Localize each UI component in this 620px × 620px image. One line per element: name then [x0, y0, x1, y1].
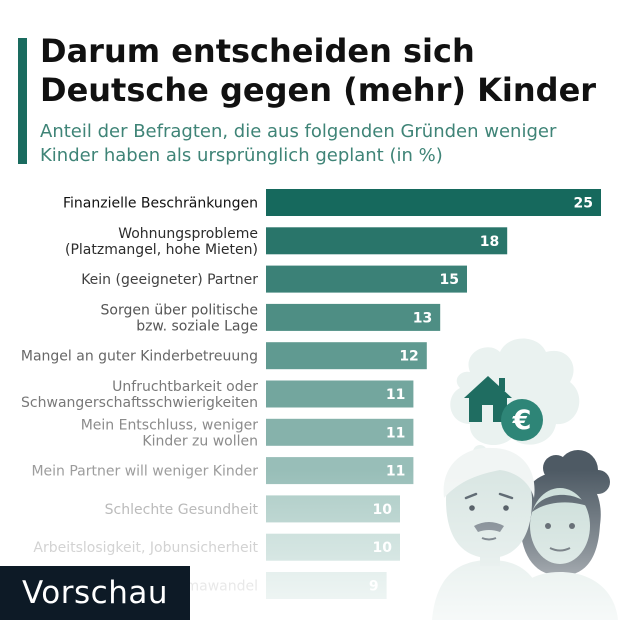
category-label-3: Kein (geeigneter) Partner — [81, 272, 258, 288]
category-label-2: Wohnungsprobleme (Platzmangel, hohe Miete… — [65, 226, 258, 258]
bar-3 — [266, 265, 467, 293]
category-label-line: Kinder zu wollen — [142, 433, 258, 449]
svg-text:€: € — [512, 405, 532, 436]
chart-subtitle: Anteil der Befragten, die aus folgenden … — [40, 120, 610, 168]
preview-badge: Vorschau — [0, 566, 190, 620]
bar-value-label-4: 13 — [413, 310, 432, 326]
category-label-9: Schlechte Gesundheit — [105, 502, 259, 518]
category-label-5: Mangel an guter Kinderbetreuung — [21, 349, 258, 365]
category-label-line: Kein (geeigneter) Partner — [81, 272, 258, 288]
category-label-8: Mein Partner will weniger Kinder — [31, 464, 258, 480]
bar-7 — [266, 418, 414, 446]
chart-subtitle-line-2: Kinder haben als ursprünglich geplant (i… — [40, 145, 443, 166]
title-accent-bar — [18, 38, 27, 164]
category-label-line: Sorgen über politische — [101, 302, 258, 318]
category-label-line: Mein Entschluss, weniger — [81, 417, 259, 433]
category-label-line: bzw. soziale Lage — [136, 318, 258, 334]
chart-subtitle-line-1: Anteil der Befragten, die aus folgenden … — [40, 121, 557, 142]
category-label-line: Mangel an guter Kinderbetreuung — [21, 349, 258, 365]
bar-value-label-1: 25 — [574, 196, 593, 212]
chart-title-line-2: Deutsche gegen (mehr) Kinder — [40, 71, 597, 109]
chart-title: Darum entscheiden sich Deutsche gegen (m… — [40, 32, 600, 110]
bar-value-label-8: 11 — [386, 464, 405, 480]
bar-6 — [266, 380, 414, 408]
bar-value-label-5: 12 — [399, 349, 418, 365]
bar-value-label-10: 10 — [373, 540, 393, 556]
category-label-line: (Platzmangel, hohe Mieten) — [65, 242, 258, 258]
category-label-line: Mein Partner will weniger Kinder — [31, 464, 258, 480]
category-label-line: Wohnungsprobleme — [118, 226, 258, 242]
bar-value-label-9: 10 — [373, 502, 393, 518]
bar-value-label-6: 11 — [386, 387, 405, 403]
bar-2 — [266, 227, 508, 255]
bar-5 — [266, 342, 427, 370]
euro-coin-icon: € — [501, 399, 543, 441]
category-label-1: Finanzielle Beschränkungen — [63, 196, 258, 212]
house-icon — [464, 376, 512, 422]
chart-title-line-1: Darum entscheiden sich — [40, 32, 475, 70]
category-label-7: Mein Entschluss, weniger Kinder zu wollen — [81, 417, 259, 449]
bar-value-label-3: 15 — [440, 272, 459, 288]
category-label-line: Arbeitslosigkeit, Jobunsicherheit — [33, 540, 258, 556]
bar-4 — [266, 303, 441, 331]
category-label-4: Sorgen über politische bzw. soziale Lage — [101, 302, 258, 334]
category-label-line: Schwangerschaftsschwierigkeiten — [21, 395, 258, 411]
couple-illustration: € — [432, 338, 618, 620]
bar-value-label-7: 11 — [386, 425, 405, 441]
category-label-line: Unfruchtbarkeit oder — [112, 379, 258, 395]
category-label-6: Unfruchtbarkeit oder Schwangerschaftsschw… — [21, 379, 258, 411]
category-label-line: Finanzielle Beschränkungen — [63, 196, 258, 212]
category-label-line: Schlechte Gesundheit — [105, 502, 259, 518]
category-label-10: Arbeitslosigkeit, Jobunsicherheit — [33, 540, 258, 556]
bar-value-label-2: 18 — [480, 234, 499, 250]
bar-1 — [266, 189, 601, 216]
bar-value-label-11: 9 — [369, 579, 379, 595]
